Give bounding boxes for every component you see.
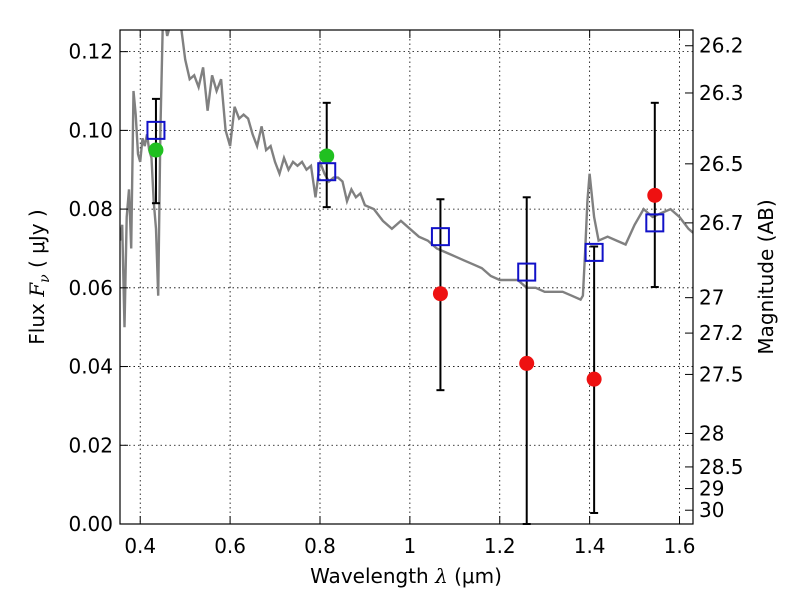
x-tick-label: 1.2 [484, 534, 516, 558]
detection-point [319, 148, 335, 164]
nondetection-point [647, 187, 663, 203]
x-tick-label: 0.6 [214, 534, 246, 558]
x-axis-label: Wavelength λ (μm) [310, 564, 502, 588]
y-axis-label: Flux Fν ( μJy ) [25, 209, 53, 344]
data-markers [146, 120, 665, 387]
axis-ticks: 0.4 0.6 0.8 1 1.2 1.4 1.6 0.00 0.02 0.04 0.06 0.08 0… [68, 30, 744, 558]
x-tick-label: 0.8 [304, 534, 336, 558]
model-spectrum-line [120, 30, 693, 328]
x-tick-label: 0.4 [124, 534, 156, 558]
x-tick-label: 1.6 [664, 534, 696, 558]
magnitude-tick-label: 26.2 [699, 34, 744, 58]
model-photometry-square [146, 120, 166, 140]
magnitude-tick-label: 27 [699, 286, 724, 310]
y-tick-label: 0.00 [68, 512, 113, 536]
nondetection-point [586, 371, 602, 387]
nondetection-point [519, 355, 535, 371]
right-axis-label: Magnitude (AB) [754, 199, 778, 354]
model-photometry-square [645, 213, 665, 233]
y-tick-label: 0.04 [68, 355, 113, 379]
nondetection-point [432, 286, 448, 302]
y-tick-label: 0.10 [68, 118, 113, 142]
magnitude-tick-label: 26.3 [699, 81, 744, 105]
plot-frame [119, 29, 694, 525]
magnitude-tick-label: 26.7 [699, 211, 744, 235]
magnitude-tick-label: 28 [699, 421, 724, 445]
x-tick-label: 1.4 [574, 534, 606, 558]
magnitude-tick-label: 27.2 [699, 321, 744, 345]
x-tick-label: 1 [404, 534, 417, 558]
magnitude-tick-label: 29 [699, 477, 724, 501]
magnitude-tick-label: 28.5 [699, 455, 744, 479]
y-tick-label: 0.08 [68, 197, 113, 221]
model-photometry-square [430, 227, 450, 247]
model-photometry-square [317, 162, 337, 182]
magnitude-tick-label: 26.5 [699, 152, 744, 176]
model-photometry-square [584, 242, 604, 262]
magnitude-tick-label: 27.5 [699, 362, 744, 386]
detection-point [148, 142, 164, 158]
y-tick-label: 0.12 [68, 40, 113, 64]
magnitude-tick-label: 30 [699, 498, 724, 522]
y-tick-label: 0.02 [68, 433, 113, 457]
model-photometry-square [517, 262, 537, 282]
y-tick-label: 0.06 [68, 276, 113, 300]
plot-area [120, 30, 693, 328]
